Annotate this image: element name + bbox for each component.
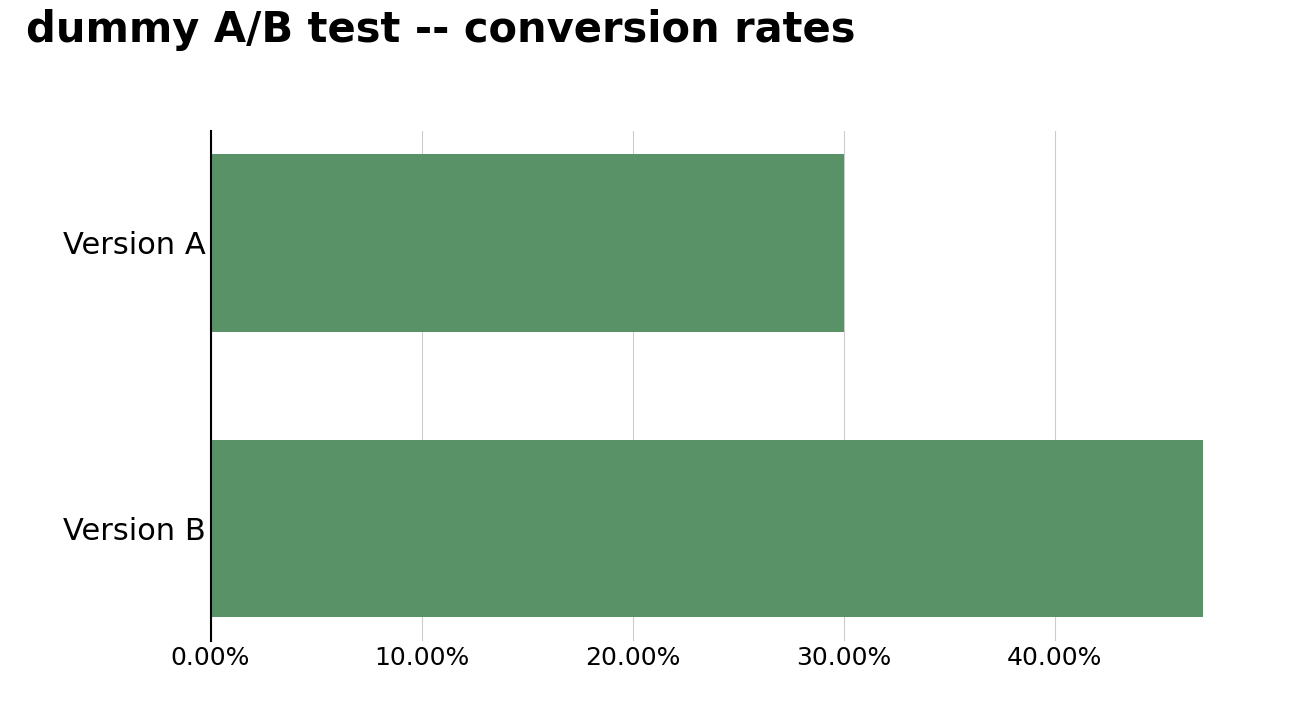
Bar — [211, 154, 844, 331]
Bar — [211, 440, 1203, 617]
Text: dummy A/B test -- conversion rates: dummy A/B test -- conversion rates — [26, 9, 855, 51]
